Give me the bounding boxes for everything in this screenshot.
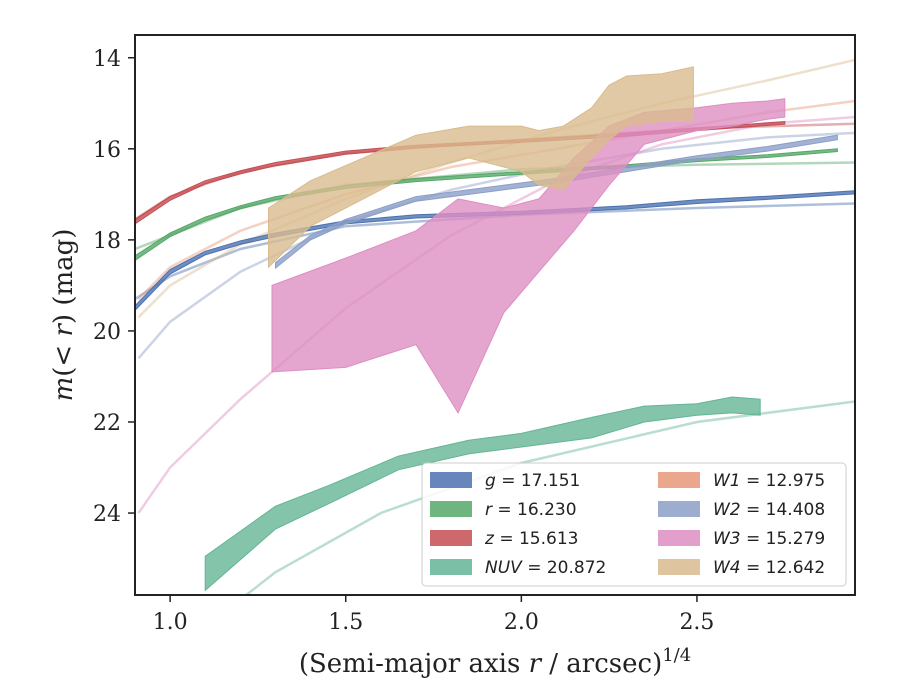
- legend-swatch-w4: [658, 559, 700, 575]
- x-tick-label: 1.0: [153, 610, 188, 635]
- y-tick-label: 22: [93, 411, 121, 436]
- y-tick-label: 14: [93, 47, 121, 72]
- legend-label-w4: W4 = 12.642: [713, 558, 825, 578]
- legend-swatch-nuv: [430, 559, 472, 575]
- y-axis-label: m(< r) (mag): [49, 229, 79, 402]
- y-tick-label: 16: [93, 138, 121, 163]
- legend-swatch-g: [430, 472, 472, 488]
- data-bands: [135, 66, 855, 592]
- legend: g = 17.151 r = 16.230 z = 15.613 NUV = 20.8…: [421, 462, 847, 587]
- y-tick-label: 20: [93, 320, 121, 345]
- y-tick-label: 24: [93, 502, 121, 527]
- legend-label-w1: W1 = 12.975: [713, 471, 825, 491]
- x-tick-label: 2.5: [679, 610, 714, 635]
- x-tick-label: 1.5: [328, 610, 363, 635]
- y-tick-label: 18: [93, 229, 121, 254]
- band-w3: [271, 98, 786, 414]
- legend-swatch-r: [430, 501, 472, 517]
- legend-swatch-w1: [658, 472, 700, 488]
- legend-swatch-w2: [658, 501, 700, 517]
- legend-frame: [421, 462, 847, 587]
- x-axis-ticks: 1.0 1.5 2.0 2.5: [153, 595, 714, 635]
- fit-curve-w2: [137, 131, 855, 360]
- plot-frame: [134, 34, 856, 596]
- legend-swatch-z: [430, 530, 472, 546]
- band-z: [135, 120, 786, 225]
- fit-curve-g: [135, 202, 855, 301]
- legend-label-w3: W3 = 15.279: [713, 529, 825, 549]
- legend-label-nuv: NUV = 20.872: [485, 558, 606, 578]
- legend-label-r: r = 16.230: [485, 500, 577, 520]
- legend-label-g: g = 17.151: [485, 471, 580, 491]
- legend-swatch-w3: [658, 530, 700, 546]
- legend-label-w2: W2 = 14.408: [713, 500, 825, 520]
- x-axis-label: (Semi-major axis r / arcsec)1/4: [299, 645, 691, 679]
- x-tick-label: 2.0: [504, 610, 539, 635]
- band-w2: [275, 134, 838, 270]
- band-r: [135, 148, 838, 262]
- y-axis-ticks: 14 16 18 20 22 24: [93, 47, 135, 527]
- band-nuv: [204, 396, 761, 592]
- band-w4: [268, 66, 694, 269]
- legend-label-z: z = 15.613: [484, 529, 578, 549]
